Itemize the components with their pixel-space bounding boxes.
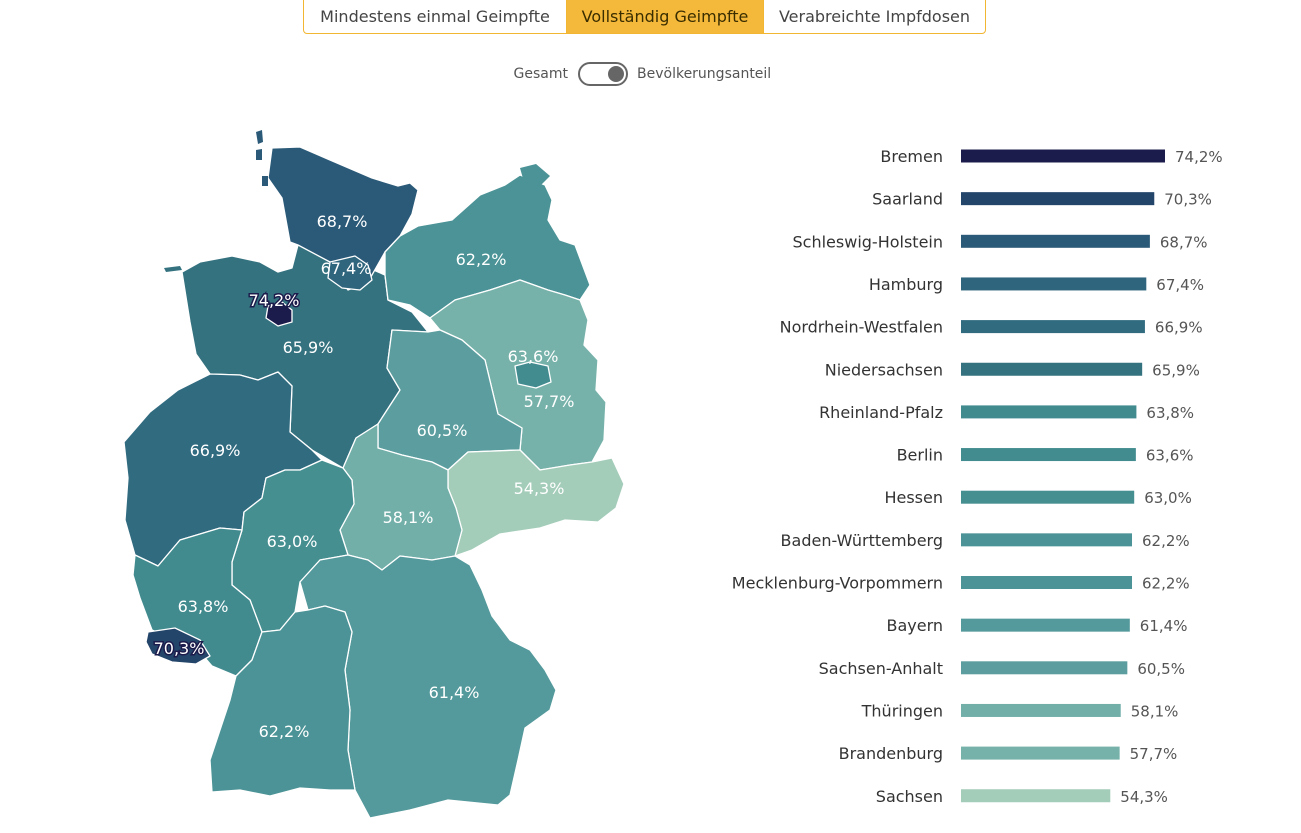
- map-label-baden-wuerttemberg: 62,2%: [259, 722, 310, 741]
- bar-rheinland-pfalz[interactable]: [961, 405, 1137, 419]
- region-mecklenburg-vorpommern[interactable]: [384, 174, 591, 319]
- map-label-schleswig-holstein: 68,7%: [317, 212, 368, 231]
- bar-hessen[interactable]: [961, 490, 1135, 504]
- bar-schleswig-holstein[interactable]: [961, 234, 1150, 248]
- bar-nordrhein-westfalen[interactable]: [961, 320, 1145, 334]
- map-label-niedersachsen: 65,9%: [283, 338, 334, 357]
- bar-category-label-sachsen-anhalt: Sachsen-Anhalt: [819, 659, 943, 678]
- bar-mecklenburg-vorpommern[interactable]: [961, 576, 1133, 589]
- bar-category-label-rheinland-pfalz: Rheinland-Pfalz: [819, 403, 943, 422]
- tab-mindestens-einmal-geimpfte[interactable]: Mindestens einmal Geimpfte: [320, 6, 550, 26]
- map-label-saarland: 70,3%: [154, 639, 205, 658]
- bar-value-label-bayern: 61,4%: [1140, 617, 1188, 635]
- bar-category-label-saarland: Saarland: [872, 190, 943, 209]
- map-label-bremen: 74,2%: [249, 291, 300, 310]
- map-label-berlin: 63,6%: [508, 347, 559, 366]
- bar-value-label-hessen: 63,0%: [1144, 489, 1192, 507]
- bar-thueringen[interactable]: [961, 703, 1121, 717]
- bar-value-label-rheinland-pfalz: 63,8%: [1146, 404, 1194, 422]
- bar-category-label-sachsen: Sachsen: [876, 787, 943, 806]
- switch-knob: [608, 66, 624, 82]
- region-hamburg[interactable]: [327, 255, 373, 291]
- bar-value-label-sachsen: 54,3%: [1120, 788, 1168, 806]
- map-label-sachsen-anhalt: 60,5%: [417, 421, 468, 440]
- bar-category-label-niedersachsen: Niedersachsen: [825, 360, 943, 379]
- bar-value-label-sachsen-anhalt: 60,5%: [1137, 660, 1185, 678]
- bar-value-label-hamburg: 67,4%: [1156, 276, 1204, 294]
- bar-category-label-baden-wuerttemberg: Baden-Württemberg: [781, 531, 943, 550]
- bar-value-label-nordrhein-westfalen: 66,9%: [1155, 319, 1203, 337]
- bar-value-label-niedersachsen: 65,9%: [1152, 361, 1200, 379]
- bar-niedersachsen[interactable]: [961, 362, 1143, 376]
- bar-sachsen-anhalt[interactable]: [961, 661, 1128, 675]
- bar-sachsen[interactable]: [961, 789, 1111, 803]
- map-label-bayern: 61,4%: [429, 683, 480, 702]
- bar-value-label-brandenburg: 57,7%: [1130, 745, 1178, 763]
- map-label-sachsen: 54,3%: [514, 479, 565, 498]
- bar-category-label-bremen: Bremen: [880, 147, 943, 166]
- bar-value-label-thueringen: 58,1%: [1131, 702, 1179, 720]
- island-shapes: [164, 130, 550, 272]
- bar-category-label-thueringen: Thüringen: [861, 701, 943, 720]
- display-mode-toggle-row: Gesamt Bevölkerungsanteil: [0, 62, 1301, 88]
- germany-choropleth-map: 68,7% 67,4% 62,2% 74,2% 65,9% 63,6% 57,7% 60,5%…: [123, 130, 625, 819]
- bar-bremen[interactable]: [961, 149, 1165, 163]
- bar-category-label-nordrhein-westfalen: Nordrhein-Westfalen: [780, 318, 943, 337]
- bar-category-label-mecklenburg-vorpommern: Mecklenburg-Vorpommern: [732, 574, 943, 593]
- bar-category-label-schleswig-holstein: Schleswig-Holstein: [793, 232, 943, 251]
- bar-berlin[interactable]: [961, 448, 1136, 462]
- bar-category-label-brandenburg: Brandenburg: [839, 744, 943, 763]
- region-baden-wuerttemberg[interactable]: [209, 605, 356, 797]
- bar-category-label-bayern: Bayern: [886, 616, 943, 635]
- metric-tab-bar: Mindestens einmal Geimpfte Vollständig G…: [303, 0, 986, 34]
- bar-category-label-berlin: Berlin: [897, 446, 943, 465]
- display-mode-switch[interactable]: [578, 62, 628, 86]
- bar-value-label-mecklenburg-vorpommern: 62,2%: [1142, 575, 1190, 593]
- region-berlin[interactable]: [514, 361, 552, 389]
- region-bremen[interactable]: [265, 301, 293, 327]
- bar-value-label-bremen: 74,2%: [1175, 148, 1223, 166]
- bar-brandenburg[interactable]: [961, 746, 1120, 760]
- bar-value-label-saarland: 70,3%: [1164, 191, 1212, 209]
- map-label-mecklenburg-vorpommern: 62,2%: [456, 250, 507, 269]
- bar-saarland[interactable]: [961, 192, 1155, 206]
- map-label-hamburg: 67,4%: [321, 259, 372, 278]
- bar-value-label-schleswig-holstein: 68,7%: [1160, 233, 1208, 251]
- map-label-nordrhein-westfalen: 66,9%: [190, 441, 241, 460]
- bar-category-label-hamburg: Hamburg: [869, 275, 943, 294]
- region-saarland[interactable]: [145, 627, 211, 665]
- toggle-label-bevoelkerungsanteil: Bevölkerungsanteil: [637, 66, 772, 82]
- bar-bayern[interactable]: [961, 618, 1130, 632]
- map-label-rheinland-pfalz: 63,8%: [178, 597, 229, 616]
- tab-vollstaendig-geimpfte[interactable]: Vollständig Geimpfte: [566, 0, 763, 33]
- toggle-label-gesamt: Gesamt: [513, 66, 568, 82]
- tab-verabreichte-impfdosen[interactable]: Verabreichte Impfdosen: [763, 0, 985, 33]
- map-label-thueringen: 58,1%: [383, 508, 434, 527]
- bar-category-label-hessen: Hessen: [884, 488, 943, 507]
- map-label-hessen: 63,0%: [267, 532, 318, 551]
- map-label-brandenburg: 57,7%: [524, 392, 575, 411]
- bar-value-label-baden-wuerttemberg: 62,2%: [1142, 532, 1190, 550]
- bar-baden-wuerttemberg[interactable]: [961, 533, 1133, 547]
- bar-hamburg[interactable]: [961, 277, 1147, 291]
- bar-value-label-berlin: 63,6%: [1146, 447, 1194, 465]
